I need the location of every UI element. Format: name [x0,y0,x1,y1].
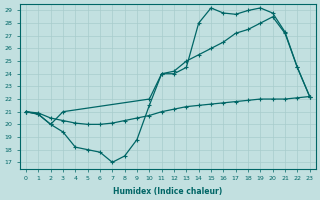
X-axis label: Humidex (Indice chaleur): Humidex (Indice chaleur) [113,187,222,196]
